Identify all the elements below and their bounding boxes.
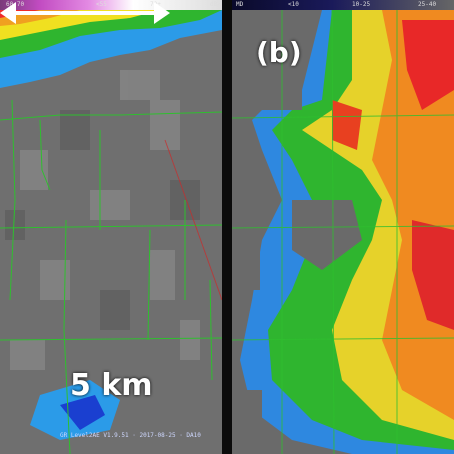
scale-arrow <box>0 2 170 24</box>
radar-caption: GR Level2AE V1.9.51 · 2017-08-25 · DA10 <box>60 432 201 439</box>
radar-image-b <box>232 9 454 454</box>
scale-label: 5 km <box>70 368 153 403</box>
radar-panel-a: 60-70 <55 70+ dBZ <box>0 0 222 454</box>
colorbar-label: <10 <box>288 1 299 8</box>
colorbar-label: <55 <box>96 1 107 8</box>
radar-panel-b: MD <10 10-25 25-40 <box>232 0 454 454</box>
colorbar-label: MD <box>236 1 244 8</box>
panel-label: (b) <box>256 36 302 69</box>
panel-divider <box>222 0 232 454</box>
colorbar-label: 10-25 <box>352 1 371 8</box>
colorbar-label: 25-40 <box>418 1 437 8</box>
colorbar-b: MD <10 10-25 25-40 <box>232 0 454 10</box>
colorbar-label: dBZ <box>210 1 221 8</box>
